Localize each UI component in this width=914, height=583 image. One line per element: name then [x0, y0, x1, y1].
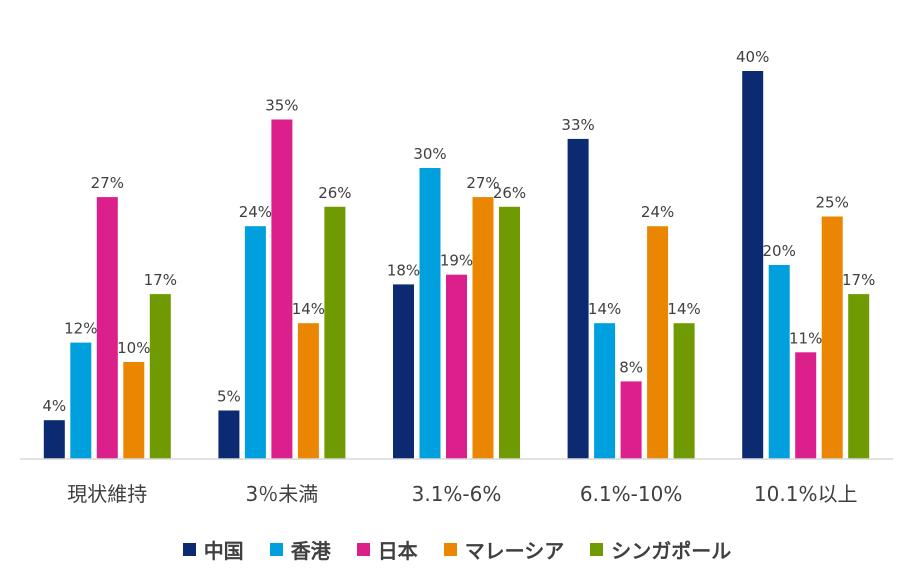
legend-item: マレーシア — [443, 535, 565, 564]
data-label: 30% — [413, 145, 446, 163]
data-label: 17% — [144, 271, 177, 289]
bar — [742, 71, 764, 459]
bar — [70, 342, 92, 459]
bar — [271, 119, 293, 459]
data-label: 14% — [292, 300, 325, 318]
category-label: 現状維持 — [67, 482, 147, 506]
data-label: 8% — [619, 358, 643, 376]
data-label: 26% — [493, 184, 526, 202]
category-label: 3.1%-6% — [412, 482, 502, 506]
bar — [795, 352, 817, 459]
legend: 中国 香港 日本 マレーシア シンガポール — [0, 532, 914, 566]
data-label: 24% — [641, 203, 674, 221]
bar — [43, 420, 65, 459]
data-label: 11% — [789, 329, 822, 347]
category-label: 3％未満 — [246, 482, 319, 506]
bar — [472, 197, 494, 459]
legend-item: 香港 — [269, 535, 331, 564]
data-label: 14% — [588, 300, 621, 318]
data-label: 4% — [42, 397, 66, 415]
data-label: 18% — [387, 261, 420, 279]
bar — [123, 362, 145, 459]
legend-label: マレーシア — [464, 538, 565, 563]
bar — [567, 138, 589, 459]
data-label: 27% — [91, 174, 124, 192]
data-label: 10% — [117, 339, 150, 357]
data-label: 27% — [466, 174, 499, 192]
legend-swatch — [356, 542, 370, 556]
bar — [673, 323, 695, 459]
data-label: 12% — [64, 320, 97, 338]
bar — [446, 274, 467, 459]
bar — [244, 226, 266, 459]
bar — [149, 294, 171, 459]
legend-item: 中国 — [182, 535, 244, 564]
bar — [647, 226, 669, 459]
data-label: 20% — [763, 242, 796, 260]
bar — [768, 265, 790, 459]
data-label: 26% — [318, 184, 351, 202]
legend-swatch — [590, 542, 604, 556]
legend-label: 香港 — [290, 538, 331, 563]
bar — [848, 294, 870, 459]
legend-label: 中国 — [203, 538, 244, 563]
bar — [821, 216, 843, 459]
data-label: 24% — [239, 203, 272, 221]
bar — [297, 323, 319, 459]
data-label: 35% — [265, 97, 298, 115]
legend-swatch — [182, 542, 196, 556]
legend-item: シンガポール — [590, 535, 731, 564]
category-label: 6.1%-10% — [580, 482, 682, 506]
data-label: 19% — [440, 252, 473, 270]
data-label: 40% — [736, 48, 769, 66]
data-label: 33% — [561, 116, 594, 134]
data-label: 25% — [816, 194, 849, 212]
bar — [218, 410, 240, 459]
bar — [594, 323, 616, 459]
bar — [499, 206, 520, 459]
bar — [324, 206, 346, 459]
legend-item: 日本 — [356, 535, 418, 564]
data-label: 5% — [217, 388, 241, 406]
legend-swatch — [269, 542, 283, 556]
legend-label: 日本 — [377, 538, 418, 563]
bar — [393, 284, 414, 459]
category-label: 10.1%以上 — [754, 482, 858, 506]
data-label: 14% — [667, 300, 700, 318]
bar — [96, 197, 118, 459]
data-label: 17% — [842, 271, 875, 289]
legend-label: シンガポール — [611, 538, 732, 563]
bar — [419, 168, 441, 459]
legend-swatch — [443, 542, 457, 556]
bar — [620, 381, 642, 459]
